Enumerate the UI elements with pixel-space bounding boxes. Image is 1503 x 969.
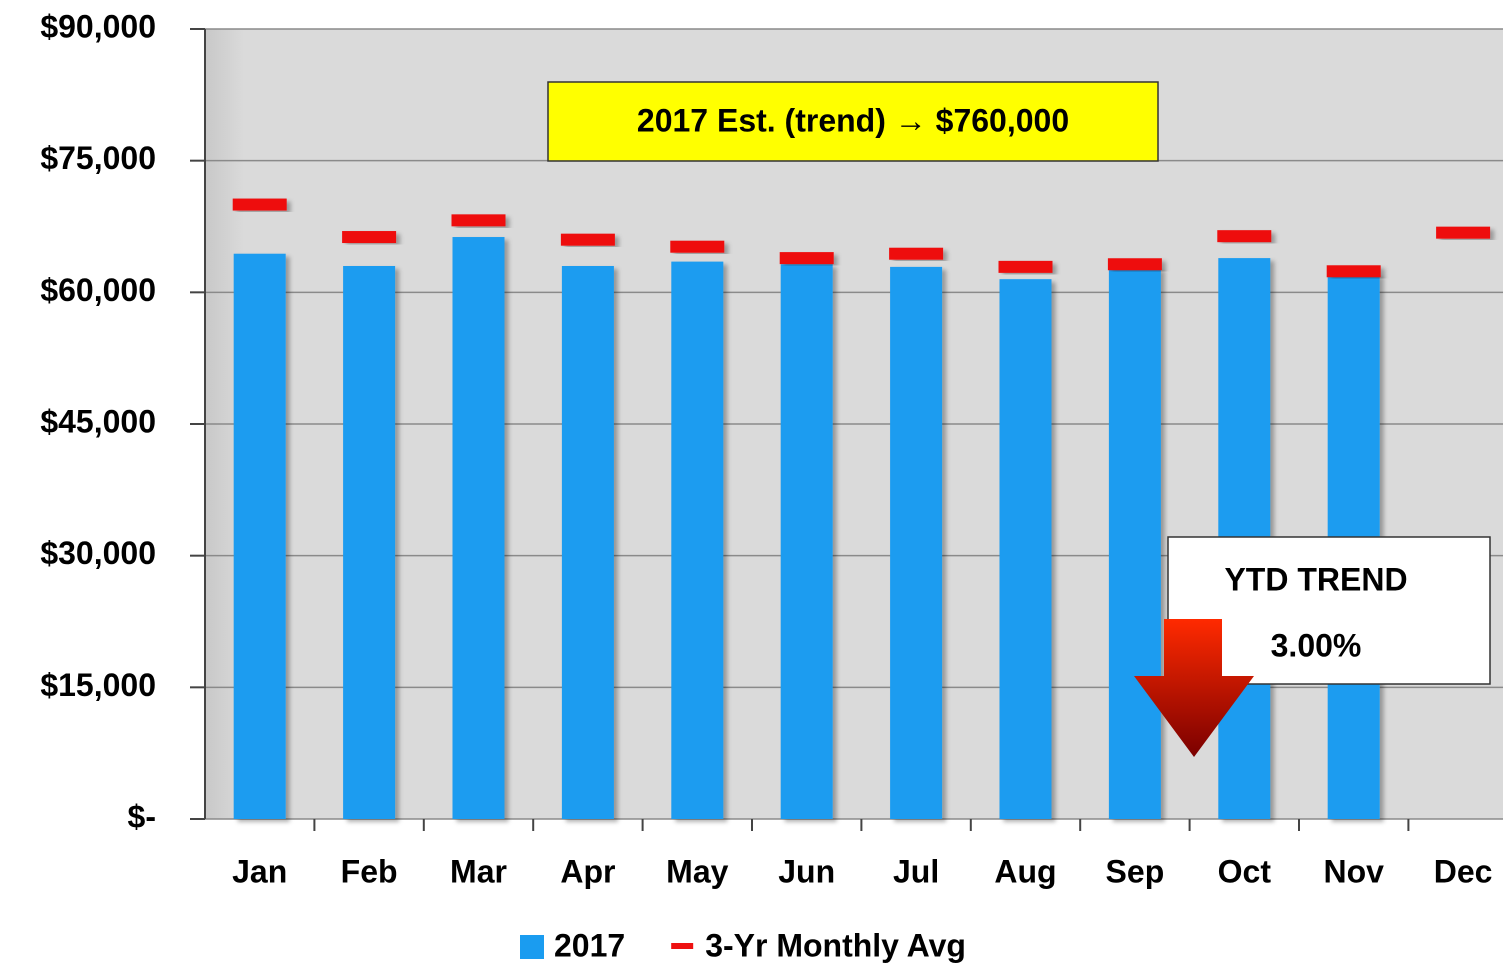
estimate-box — [547, 81, 1159, 162]
legend-label: 3-Yr Monthly Avg — [705, 927, 966, 963]
x-tick-label: Jan — [232, 853, 287, 889]
avg-marker — [1217, 230, 1272, 243]
x-tick-label: Mar — [450, 853, 507, 889]
y-tick-label: $- — [128, 798, 156, 834]
x-tick-label: Dec — [1434, 853, 1493, 889]
trend-title: YTD TREND — [1224, 561, 1407, 597]
bar — [671, 261, 724, 820]
x-tick-label: Aug — [994, 853, 1056, 889]
bar — [780, 264, 833, 819]
y-tick-label: $15,000 — [40, 667, 156, 703]
x-tick-label: Feb — [341, 853, 398, 889]
y-tick-label: $75,000 — [40, 140, 156, 176]
y-tick-label: $30,000 — [40, 535, 156, 571]
avg-marker — [560, 233, 615, 246]
y-tick-label: $60,000 — [40, 272, 156, 308]
avg-marker — [451, 214, 506, 227]
bar — [452, 237, 505, 820]
down-arrow — [1134, 619, 1254, 757]
bar — [890, 266, 943, 819]
x-tick-label: Oct — [1218, 853, 1272, 889]
x-tick-label: Jun — [778, 853, 835, 889]
bar — [233, 253, 286, 819]
bar — [343, 266, 396, 819]
y-tick-label: $90,000 — [40, 8, 156, 44]
avg-marker — [1436, 226, 1491, 239]
x-tick-label: Nov — [1323, 853, 1384, 889]
avg-marker — [670, 240, 725, 253]
y-tick-label: $45,000 — [40, 403, 156, 439]
avg-marker — [1326, 265, 1381, 278]
avg-marker — [889, 247, 944, 260]
estimate-label: 2017 Est. (trend) → $760,000 — [637, 102, 1069, 138]
x-tick-label: Jul — [893, 853, 939, 889]
x-tick-label: Sep — [1106, 853, 1165, 889]
x-tick-label: Apr — [560, 853, 615, 889]
legend-swatch — [520, 935, 544, 959]
legend-label: 2017 — [554, 927, 625, 963]
avg-marker — [779, 252, 834, 265]
legend-swatch — [671, 943, 694, 949]
avg-marker — [342, 231, 397, 244]
avg-marker — [1107, 258, 1162, 271]
x-tick-label: May — [666, 853, 728, 889]
bar — [1108, 267, 1161, 819]
avg-marker — [998, 260, 1053, 273]
trend-box — [1167, 536, 1491, 685]
avg-marker — [232, 198, 287, 211]
trend-value: 3.00% — [1271, 627, 1362, 663]
bar — [999, 279, 1052, 820]
bar — [561, 266, 614, 819]
